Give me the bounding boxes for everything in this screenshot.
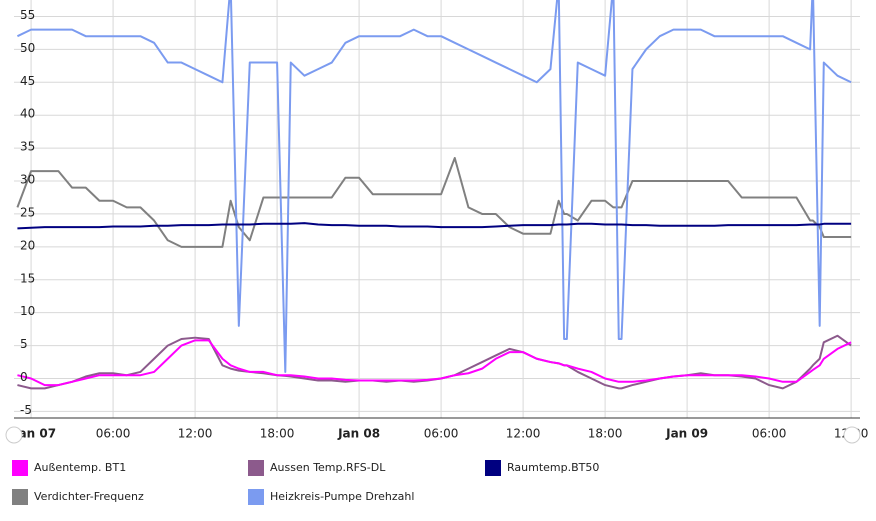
legend-label: Außentemp. BT1 — [34, 461, 126, 474]
x-tick-label: 12:00 — [506, 427, 541, 441]
x-tick-label: Jan 09 — [665, 427, 708, 441]
y-tick-label: 35 — [20, 140, 35, 154]
y-tick-label: 45 — [20, 74, 35, 88]
series-line — [16, 156, 852, 248]
y-tick-label: 10 — [20, 304, 35, 318]
x-tick-label: Jan 07 — [13, 427, 56, 441]
legend-item[interactable]: Verdichter-Frequenz — [12, 489, 144, 505]
legend-swatch — [12, 460, 28, 476]
grid — [14, 0, 860, 418]
x-tick-label: 06:00 — [752, 427, 787, 441]
x-tick-label: Jan 08 — [337, 427, 380, 441]
legend-label: Verdichter-Frequenz — [34, 490, 144, 503]
series-line — [17, 222, 852, 230]
y-tick-label: 55 — [20, 8, 35, 22]
legend-item[interactable]: Raumtemp.BT50 — [485, 460, 599, 476]
legend-label: Raumtemp.BT50 — [507, 461, 599, 474]
y-tick-label: 40 — [20, 107, 35, 121]
legend-item[interactable]: Aussen Temp.RFS-DL — [248, 460, 386, 476]
legend-swatch — [485, 460, 501, 476]
x-tick-label: 18:00 — [588, 427, 623, 441]
x-tick-label: 12:00 — [178, 427, 213, 441]
series-line — [17, 339, 852, 387]
x-tick-label: 06:00 — [96, 427, 131, 441]
x-tick-label: 18:00 — [260, 427, 295, 441]
y-tick-label: 25 — [20, 205, 35, 219]
y-tick-label: 30 — [20, 173, 35, 187]
scroll-handle[interactable] — [5, 426, 23, 444]
y-tick-label: 20 — [20, 238, 35, 252]
scroll-handle[interactable] — [843, 426, 861, 444]
y-tick-label: 50 — [20, 41, 35, 55]
x-tick-label: 06:00 — [424, 427, 459, 441]
y-tick-label: 5 — [20, 337, 28, 351]
legend-item[interactable]: Heizkreis-Pumpe Drehzahl — [248, 489, 414, 505]
legend-swatch — [248, 460, 264, 476]
legend-label: Aussen Temp.RFS-DL — [270, 461, 386, 474]
legend-swatch — [12, 489, 28, 505]
legend[interactable]: Außentemp. BT1 Aussen Temp.RFS-DL Raumtemp… — [12, 460, 599, 505]
y-tick-label: 0 — [20, 370, 28, 384]
legend-item[interactable]: Außentemp. BT1 — [12, 460, 126, 476]
plot-lines — [16, 0, 852, 390]
y-tick-label: -5 — [20, 403, 32, 417]
y-tick-label: 15 — [20, 271, 35, 285]
legend-swatch — [248, 489, 264, 505]
labels: -5 0 5 10 15 20 25 30 35 40 45 50 55 Jan 07 06:00 12:00… — [13, 8, 868, 441]
legend-label: Heizkreis-Pumpe Drehzahl — [270, 490, 414, 503]
series-line — [16, 0, 852, 373]
